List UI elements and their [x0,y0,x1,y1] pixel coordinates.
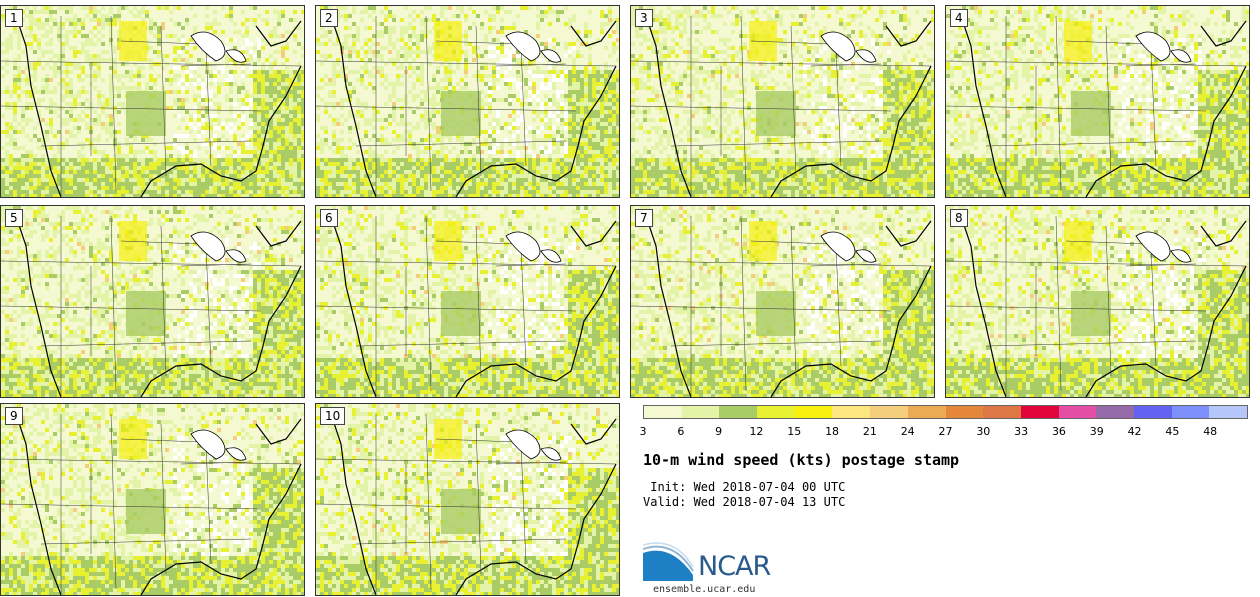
colorbar-tick-label: 18 [825,425,839,438]
colorbar-tick-label: 45 [1165,425,1179,438]
colorbar-segment [1209,406,1247,418]
member-panel-3: 3 [630,5,935,198]
member-panel-10: 10 [315,403,620,596]
colorbar [643,405,1248,419]
colorbar-tick-label: 27 [939,425,953,438]
wind-speed-map [316,6,619,197]
colorbar-segment [644,406,682,418]
colorbar-segment [757,406,795,418]
colorbar-segment [832,406,871,418]
colorbar-segment [1133,406,1172,418]
panel-number: 3 [635,9,653,27]
wind-speed-map [316,404,619,595]
panel-number: 7 [635,209,653,227]
wind-speed-map [946,206,1249,397]
colorbar-tick-label: 36 [1052,425,1066,438]
site-url: ensemble.ucar.edu [653,584,755,595]
wind-speed-map [1,404,304,595]
colorbar-tick-label: 12 [749,425,763,438]
member-panel-9: 9 [0,403,305,596]
colorbar-segment [1096,406,1134,418]
panel-number: 9 [5,407,23,425]
panel-number: 1 [5,9,23,27]
valid-time: Valid: Wed 2018-07-04 13 UTC [643,495,845,509]
wind-speed-map [631,206,934,397]
panel-number: 8 [950,209,968,227]
ncar-logo-icon [643,542,694,581]
colorbar-segment [1020,406,1059,418]
member-panel-4: 4 [945,5,1250,198]
colorbar-tick-label: 33 [1014,425,1028,438]
colorbar-tick-label: 9 [715,425,722,438]
wind-speed-map [316,206,619,397]
colorbar-ticks: 3 6 9 12 15 18 21 24 27 30 33 36 39 42 45 48 [640,425,1248,439]
member-panel-5: 5 [0,205,305,398]
member-panel-6: 6 [315,205,620,398]
colorbar-segment [1058,406,1097,418]
colorbar-segment [945,406,984,418]
colorbar-tick-label: 24 [901,425,915,438]
colorbar-segment [1171,406,1210,418]
member-panel-1: 1 [0,5,305,198]
colorbar-tick-label: 21 [863,425,877,438]
colorbar-tick-label: 15 [787,425,801,438]
panel-number: 4 [950,9,968,27]
panel-number: 2 [320,9,338,27]
panel-number: 6 [320,209,338,227]
colorbar-tick-label: 42 [1128,425,1142,438]
wind-speed-map [946,6,1249,197]
colorbar-segment [983,406,1021,418]
panel-number: 10 [320,407,346,425]
member-panel-2: 2 [315,5,620,198]
colorbar-tick-label: 6 [677,425,684,438]
colorbar-tick-label: 48 [1203,425,1217,438]
plot-title: 10-m wind speed (kts) postage stamp [643,451,959,469]
colorbar-tick-label: 30 [976,425,990,438]
colorbar-tick-label: 3 [640,425,647,438]
colorbar-segment [681,406,720,418]
wind-speed-map [1,6,304,197]
wind-speed-map [1,206,304,397]
colorbar-segment [719,406,758,418]
wind-speed-map [631,6,934,197]
member-panel-7: 7 [630,205,935,398]
colorbar-segment [870,406,908,418]
member-panel-8: 8 [945,205,1250,398]
colorbar-segment [794,406,833,418]
logo-text: NCAR [698,553,771,581]
colorbar-segment [907,406,946,418]
init-time: Init: Wed 2018-07-04 00 UTC [643,480,845,494]
panel-number: 5 [5,209,23,227]
colorbar-tick-label: 39 [1090,425,1104,438]
